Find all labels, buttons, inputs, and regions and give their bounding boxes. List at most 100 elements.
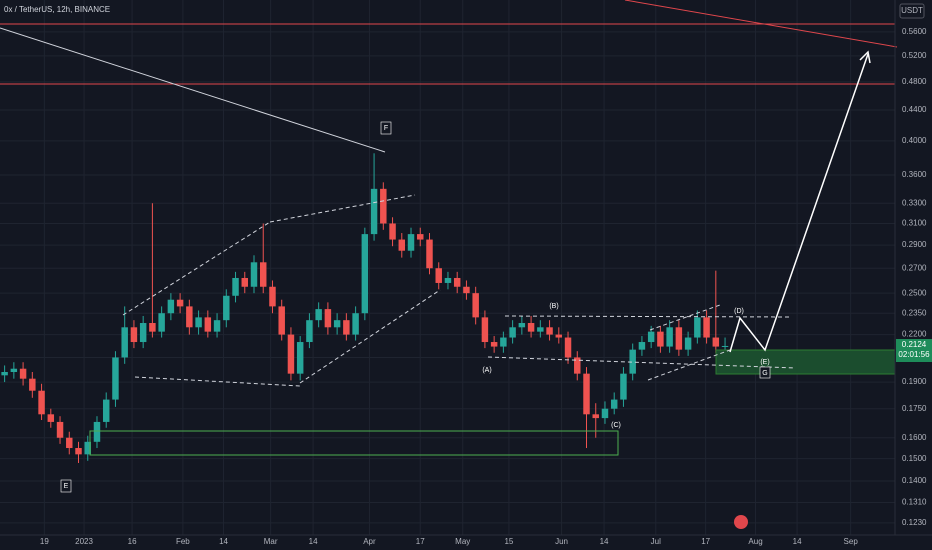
x-tick-label: Apr (363, 537, 376, 546)
candle-body (343, 320, 350, 335)
x-tick-label: 14 (219, 537, 228, 546)
x-tick-label: Mar (264, 537, 278, 546)
candle-body (38, 390, 45, 415)
candle-body (167, 299, 175, 314)
x-tick-label: 2023 (75, 537, 93, 546)
projection-path (729, 53, 869, 353)
y-tick-label: 0.5600 (902, 27, 927, 36)
candle-body (10, 368, 18, 372)
annotations: F E (A) (B) (C) (D) (E) G (60, 121, 771, 493)
candle-body (481, 317, 489, 343)
y-tick-label: 0.1600 (902, 433, 927, 442)
candle-body (19, 368, 27, 379)
y-tick-label: 0.3100 (902, 219, 927, 228)
candle-body (296, 342, 304, 374)
logo[interactable] (734, 515, 748, 529)
label-box (759, 366, 771, 379)
y-tick-label: 0.2500 (902, 288, 927, 297)
candle-body (204, 317, 212, 332)
x-tick-label: 14 (600, 537, 609, 546)
y-tick-label: 0.1310 (902, 498, 927, 507)
candle-body (407, 234, 415, 251)
candle-body (675, 327, 683, 350)
wave-label: F (384, 125, 388, 132)
x-tick-label: 16 (128, 537, 137, 546)
candle-body (195, 317, 202, 328)
wave-label: (D) (734, 308, 744, 315)
candle-body (47, 414, 55, 422)
label-box (60, 479, 72, 493)
wave-label: E (64, 483, 69, 490)
candle-body (186, 306, 193, 328)
wave-label: (C) (611, 422, 621, 429)
candle-body (638, 342, 646, 350)
candle-body (417, 234, 424, 240)
channel-lines (122, 194, 796, 387)
last-price-box (896, 339, 932, 362)
x-tick-label: Jul (651, 537, 661, 546)
candle-body (139, 323, 147, 343)
label-box (380, 121, 392, 135)
candle-body (684, 337, 692, 350)
y-tick-label: 0.1750 (902, 404, 927, 413)
candle-body (56, 421, 64, 438)
candle-body (1, 371, 8, 376)
last-price: 0.2124 (902, 340, 927, 349)
candle-body (463, 286, 470, 294)
candle-body (453, 277, 461, 287)
logo-icon[interactable] (734, 515, 748, 529)
candle-body (666, 327, 673, 347)
y-tick-label: 0.4400 (902, 105, 927, 114)
candle-body (361, 234, 369, 314)
candle-body (75, 448, 82, 455)
y-tick-label: 0.2200 (902, 330, 927, 339)
y-tick-label: 0.1900 (902, 377, 927, 386)
wave-label: (B) (549, 303, 558, 310)
candle-body (260, 262, 267, 287)
wave-label: (A) (482, 367, 491, 374)
candle-body (647, 331, 655, 343)
candle-body (112, 357, 119, 400)
candle-body (537, 327, 544, 332)
candle-body (278, 306, 285, 335)
candle-body (527, 323, 535, 332)
x-tick-label: Feb (176, 537, 190, 546)
y-tick-label: 0.3300 (902, 198, 927, 207)
candle-body (657, 331, 664, 347)
x-tick-label: Jun (555, 537, 568, 546)
candle-body (370, 188, 378, 235)
candle-body (583, 373, 590, 415)
candle-body (213, 320, 221, 332)
currency-badge[interactable] (899, 3, 925, 19)
drawings (0, 0, 898, 456)
candle-body (324, 309, 332, 328)
candle-body (102, 399, 110, 422)
target-zone (715, 349, 896, 375)
candle-body (629, 349, 636, 374)
currency-label: USDT (901, 6, 923, 15)
candle-body (435, 268, 442, 283)
candle-body (703, 317, 710, 338)
candle-body (712, 337, 720, 347)
x-tick-label: 15 (504, 537, 513, 546)
candle-body (315, 309, 322, 321)
candle-body (389, 223, 396, 240)
candle-body (610, 399, 618, 409)
y-tick-label: 0.1400 (902, 476, 927, 485)
y-tick-label: 0.3600 (902, 170, 927, 179)
candle-body (380, 188, 387, 224)
x-tick-label: May (455, 537, 470, 546)
candle-body (93, 421, 101, 442)
countdown: 02:01:56 (898, 350, 930, 359)
y-tick-label: 0.1500 (902, 454, 927, 463)
support-zone (89, 430, 619, 456)
axes: 0.5600 0.5200 0.4800 0.4400 0.4000 0.3600 0.33… (40, 27, 927, 546)
candle-body (306, 320, 313, 343)
chart-title: 0x / TetherUS, 12h, BINANCE (4, 5, 110, 14)
candle-body (574, 357, 581, 374)
y-tick-label: 0.2700 (902, 263, 927, 272)
trend-line (0, 27, 386, 153)
x-tick-label: Aug (748, 537, 762, 546)
